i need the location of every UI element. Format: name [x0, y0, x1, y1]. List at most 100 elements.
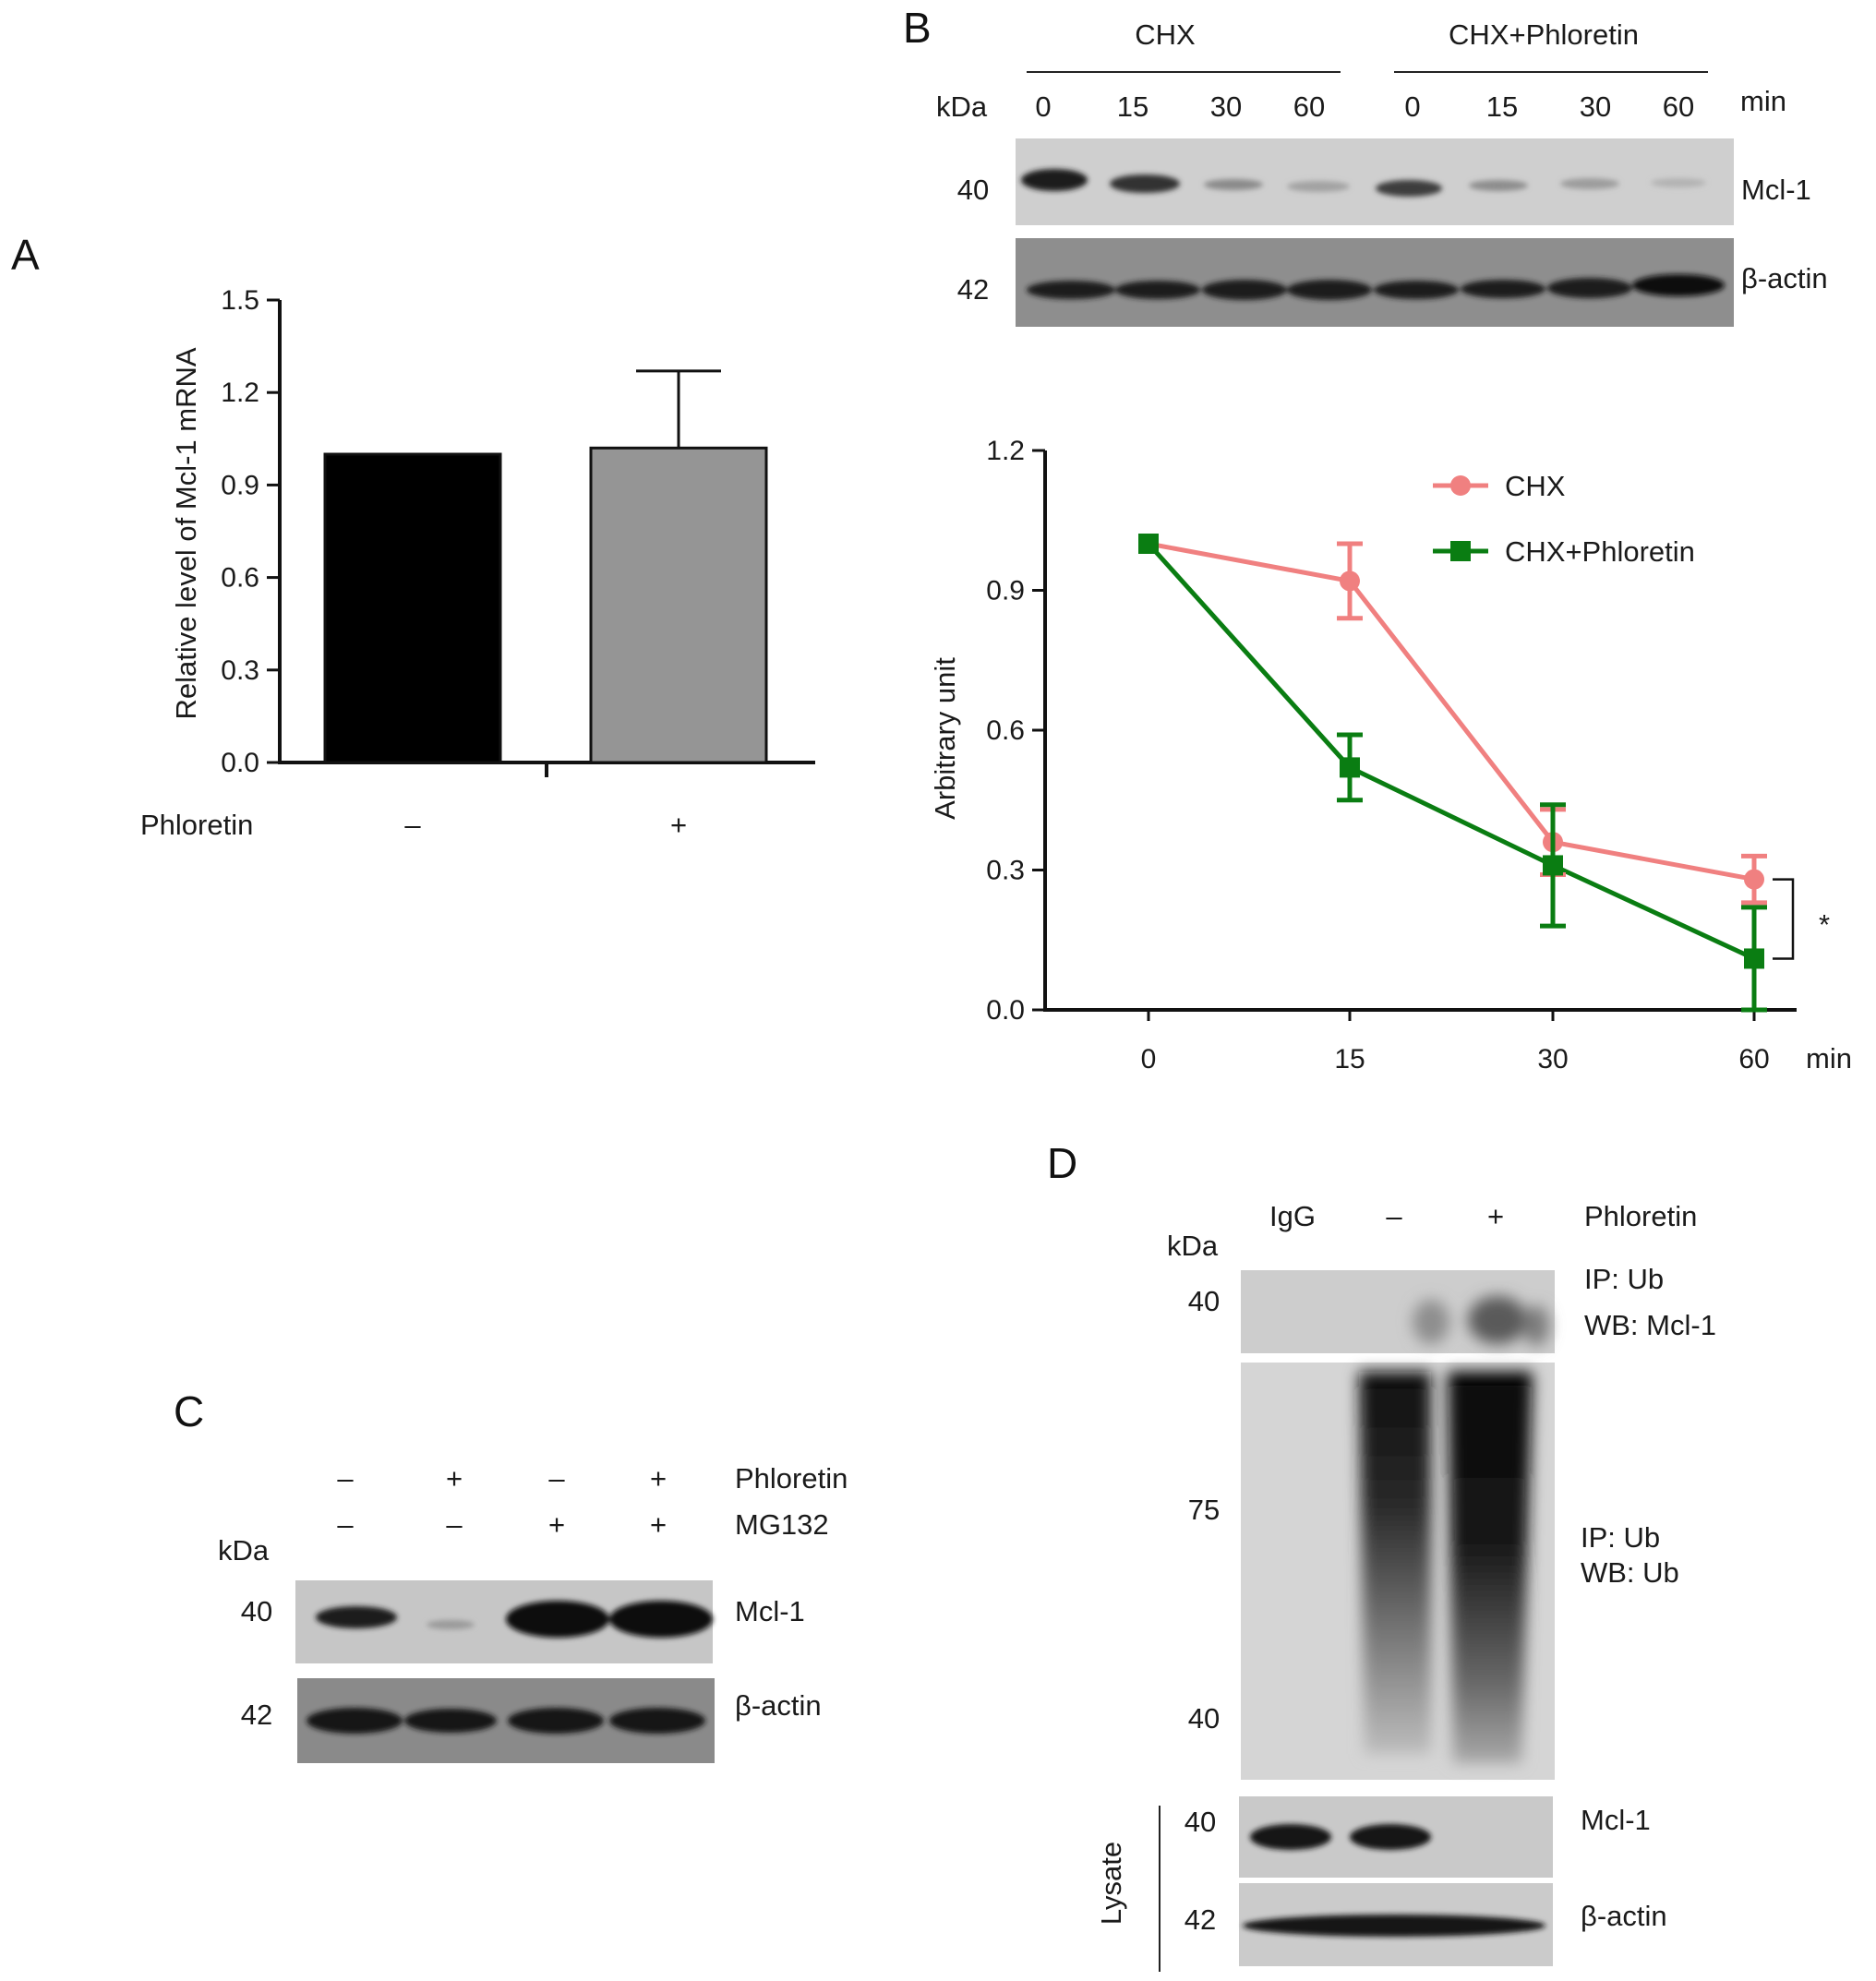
- western-band: [1115, 281, 1200, 299]
- western-band: [1469, 180, 1528, 191]
- blot-b-mcl1-bands: [1021, 169, 1706, 197]
- blot-b-row-label-mcl1: Mcl-1: [1741, 174, 1811, 206]
- blot-c-actin-bands: [307, 1708, 705, 1734]
- blot-c-condition-mg132: MG132: [735, 1508, 829, 1541]
- blot-c-kda-label: kDa: [218, 1534, 270, 1567]
- blot-d-ip-ub-smear: [1359, 1372, 1533, 1763]
- legend-label-chx: CHX: [1505, 470, 1566, 502]
- blot-b-time-label: 60: [1293, 90, 1325, 123]
- western-band: [1632, 274, 1725, 296]
- blot-c-mg132-value: +: [650, 1508, 667, 1541]
- x-tick-label: 15: [1334, 1044, 1365, 1075]
- bar: [589, 446, 768, 764]
- western-band: [1250, 1824, 1331, 1850]
- blot-b-time-label: 30: [1580, 90, 1611, 123]
- western-band: [1243, 1915, 1545, 1937]
- blot-d-kda-lysate-mcl1: 40: [1185, 1806, 1216, 1838]
- y-tick-label: 0.3: [221, 655, 259, 686]
- significance-star: *: [1819, 908, 1830, 941]
- panel-label-c: C: [174, 1387, 204, 1435]
- blot-c-mg132-value: –: [446, 1508, 463, 1541]
- legend-marker-chx-phloretin: [1450, 541, 1471, 561]
- blot-c-condition-phloretin: Phloretin: [735, 1462, 848, 1495]
- blot-d-row-label-mcl1: Mcl-1: [1581, 1804, 1651, 1836]
- data-point: [1138, 534, 1159, 554]
- panel-b-plot-area: 0.0 0.3 0.6 0.9 1.2 0 15 30 60: [986, 436, 1797, 1075]
- panel-b-x-unit: min: [1806, 1042, 1852, 1075]
- data-point: [1543, 855, 1563, 876]
- blot-c-mcl1-bands: [316, 1601, 713, 1638]
- blot-d-kda-40: 40: [1188, 1702, 1220, 1735]
- western-smear: [1359, 1372, 1431, 1754]
- panel-c-blot: C – + – + Phloretin – – + + MG132 kDa 40…: [174, 1387, 848, 1763]
- western-band: [609, 1708, 705, 1734]
- blot-b-time-label: 60: [1663, 90, 1694, 123]
- panel-label-b: B: [903, 4, 932, 52]
- y-tick-label: 0.3: [986, 856, 1025, 886]
- y-tick-label: 0.6: [986, 715, 1025, 746]
- panel-b-y-axis-label: Arbitrary unit: [929, 657, 961, 820]
- bar: [323, 452, 502, 764]
- blot-c-mg132-value: –: [337, 1508, 354, 1541]
- panel-d-blot: D IgG – + Phloretin kDa 40 IP: Ub WB: Mc…: [1047, 1139, 1716, 1972]
- blot-b-group-chx: CHX: [1135, 18, 1196, 51]
- western-band: [1376, 180, 1442, 197]
- panel-a-y-axis-label: Relative level of Mcl-1 mRNA: [170, 347, 202, 719]
- blot-b-kda-actin: 42: [957, 273, 989, 306]
- blot-d-ip-label-2: IP: Ub: [1581, 1521, 1660, 1554]
- blot-b-time-label: 15: [1486, 90, 1518, 123]
- blot-c-phloretin-value: –: [337, 1462, 354, 1495]
- blot-d-kda-lysate-actin: 42: [1185, 1903, 1216, 1936]
- western-smear: [1448, 1372, 1533, 1763]
- blot-b-row-label-actin: β-actin: [1741, 262, 1828, 294]
- data-point: [1744, 869, 1764, 890]
- blot-c-kda-actin: 42: [241, 1699, 272, 1731]
- y-tick-label: 1.5: [221, 285, 259, 316]
- blot-b-time-label: 0: [1035, 90, 1051, 123]
- western-band: [609, 1601, 713, 1638]
- blot-c-kda-mcl1: 40: [241, 1595, 272, 1627]
- blot-d-wb-label-mcl1: WB: Mcl-1: [1584, 1309, 1716, 1341]
- blot-b-time-label: 30: [1210, 90, 1242, 123]
- western-band: [1110, 174, 1180, 193]
- blot-d-kda-75: 75: [1188, 1494, 1220, 1526]
- panel-label-a: A: [11, 231, 40, 279]
- western-band: [1560, 178, 1619, 189]
- western-band: [1651, 178, 1706, 187]
- category-label: +: [670, 809, 687, 841]
- blot-c-phloretin-value: –: [548, 1462, 565, 1495]
- western-band: [1523, 1305, 1549, 1346]
- western-band: [1021, 169, 1088, 191]
- x-tick-label: 0: [1141, 1044, 1157, 1075]
- y-tick-label: 1.2: [986, 436, 1025, 466]
- y-tick-label: 0.0: [986, 995, 1025, 1026]
- panel-a: A Relative level of Mcl-1 mRNA 0.0 0.3 0.6…: [11, 231, 815, 841]
- y-tick-label: 0.9: [221, 470, 259, 500]
- western-band: [506, 1601, 609, 1638]
- blot-d-lane-plus: +: [1487, 1200, 1504, 1232]
- blot-b-time-labels: 0 15 30 60 0 15 30 60: [1035, 90, 1694, 123]
- panel-b-blot: B CHX CHX+Phloretin kDa 0 15 30 60 0 15 …: [903, 4, 1828, 327]
- y-tick-label: 0.0: [221, 748, 259, 778]
- blot-d-lane-igg: IgG: [1269, 1200, 1316, 1232]
- western-band: [1287, 181, 1350, 192]
- y-tick-label: 0.9: [986, 576, 1025, 606]
- western-band: [1202, 280, 1287, 300]
- blot-d-lysate-actin-bands: [1243, 1915, 1545, 1937]
- blot-b-group-chx-phloretin: CHX+Phloretin: [1449, 18, 1639, 51]
- western-band: [427, 1620, 475, 1629]
- blot-c-row-label-actin: β-actin: [735, 1689, 822, 1722]
- western-band: [1413, 1300, 1449, 1344]
- blot-b-time-unit: min: [1740, 85, 1786, 117]
- significance-bracket-line: [1773, 878, 1795, 960]
- blot-b-actin-bands: [1027, 274, 1725, 300]
- western-band: [1547, 278, 1632, 298]
- western-band: [1461, 280, 1545, 298]
- western-band: [1027, 281, 1115, 299]
- blot-b-time-label: 15: [1117, 90, 1148, 123]
- blot-d-kda-label: kDa: [1167, 1230, 1219, 1262]
- data-point: [1340, 757, 1360, 778]
- series-line: [1147, 542, 1756, 961]
- blot-b-kda-label: kDa: [936, 90, 988, 123]
- western-band: [1350, 1824, 1431, 1850]
